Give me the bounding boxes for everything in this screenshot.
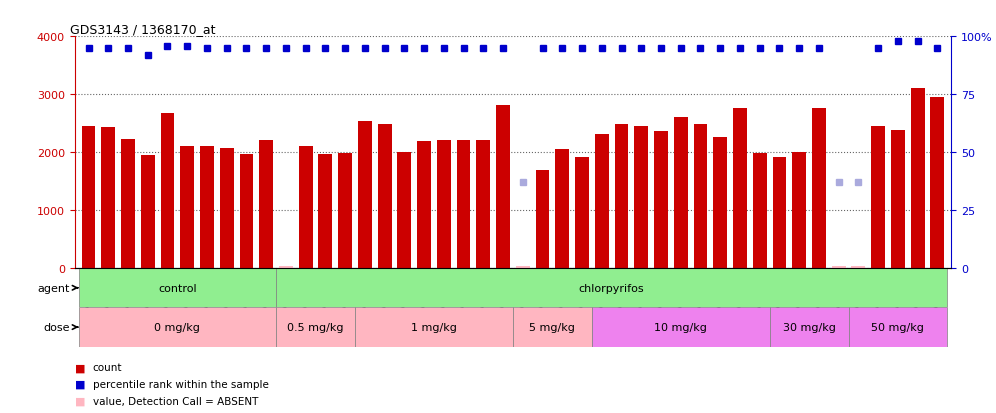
Bar [733,109,747,268]
Bar [792,152,806,268]
Bar [753,154,767,268]
Bar [592,308,770,347]
Text: percentile rank within the sample: percentile rank within the sample [93,379,269,389]
Bar [299,147,313,268]
Text: 0.5 mg/kg: 0.5 mg/kg [287,322,344,332]
Bar [910,89,924,268]
Bar [276,308,355,347]
Text: 0 mg/kg: 0 mg/kg [154,322,200,332]
Bar [377,124,391,268]
Bar [595,135,609,268]
Bar [276,268,947,308]
Text: 5 mg/kg: 5 mg/kg [530,322,576,332]
Bar [872,126,885,268]
Bar [930,97,944,268]
Bar [770,308,849,347]
Bar [102,128,116,268]
Text: rank, Detection Call = ABSENT: rank, Detection Call = ABSENT [93,412,253,413]
Bar [259,141,273,268]
Bar [849,308,947,347]
Text: 1 mg/kg: 1 mg/kg [411,322,457,332]
Bar [513,308,592,347]
Bar [319,155,333,268]
Text: control: control [158,283,196,293]
Bar [536,170,550,268]
Text: 10 mg/kg: 10 mg/kg [654,322,707,332]
Bar [160,114,174,268]
Bar [220,148,234,268]
Bar [180,147,194,268]
Bar [852,267,866,268]
Text: count: count [93,363,123,373]
Bar [355,308,513,347]
Bar [437,141,451,268]
Bar [239,154,253,268]
Bar [634,126,648,268]
Bar [200,147,214,268]
Text: ■: ■ [75,396,86,406]
Bar [122,140,134,268]
Bar [773,158,787,268]
Bar [339,153,352,268]
Text: dose: dose [43,322,70,332]
Text: 30 mg/kg: 30 mg/kg [783,322,836,332]
Text: agent: agent [37,283,70,293]
Bar [615,124,628,268]
Bar [693,124,707,268]
Bar [713,138,727,268]
Bar [79,268,276,308]
Bar [575,157,589,268]
Bar [891,130,904,268]
Bar [82,127,96,268]
Text: ■: ■ [75,379,86,389]
Bar [476,141,490,268]
Bar [674,118,687,268]
Text: 50 mg/kg: 50 mg/kg [872,322,924,332]
Bar [457,141,470,268]
Bar [417,142,431,268]
Text: ■: ■ [75,363,86,373]
Bar [279,267,293,268]
Bar [140,156,154,268]
Bar [654,132,668,268]
Bar [79,308,276,347]
Text: ■: ■ [75,412,86,413]
Bar [496,106,510,268]
Bar [832,267,846,268]
Bar [556,150,569,268]
Text: value, Detection Call = ABSENT: value, Detection Call = ABSENT [93,396,258,406]
Text: chlorpyrifos: chlorpyrifos [579,283,644,293]
Bar [516,267,530,268]
Bar [812,109,826,268]
Text: GDS3143 / 1368170_at: GDS3143 / 1368170_at [71,23,216,36]
Bar [358,122,372,268]
Bar [397,152,411,268]
